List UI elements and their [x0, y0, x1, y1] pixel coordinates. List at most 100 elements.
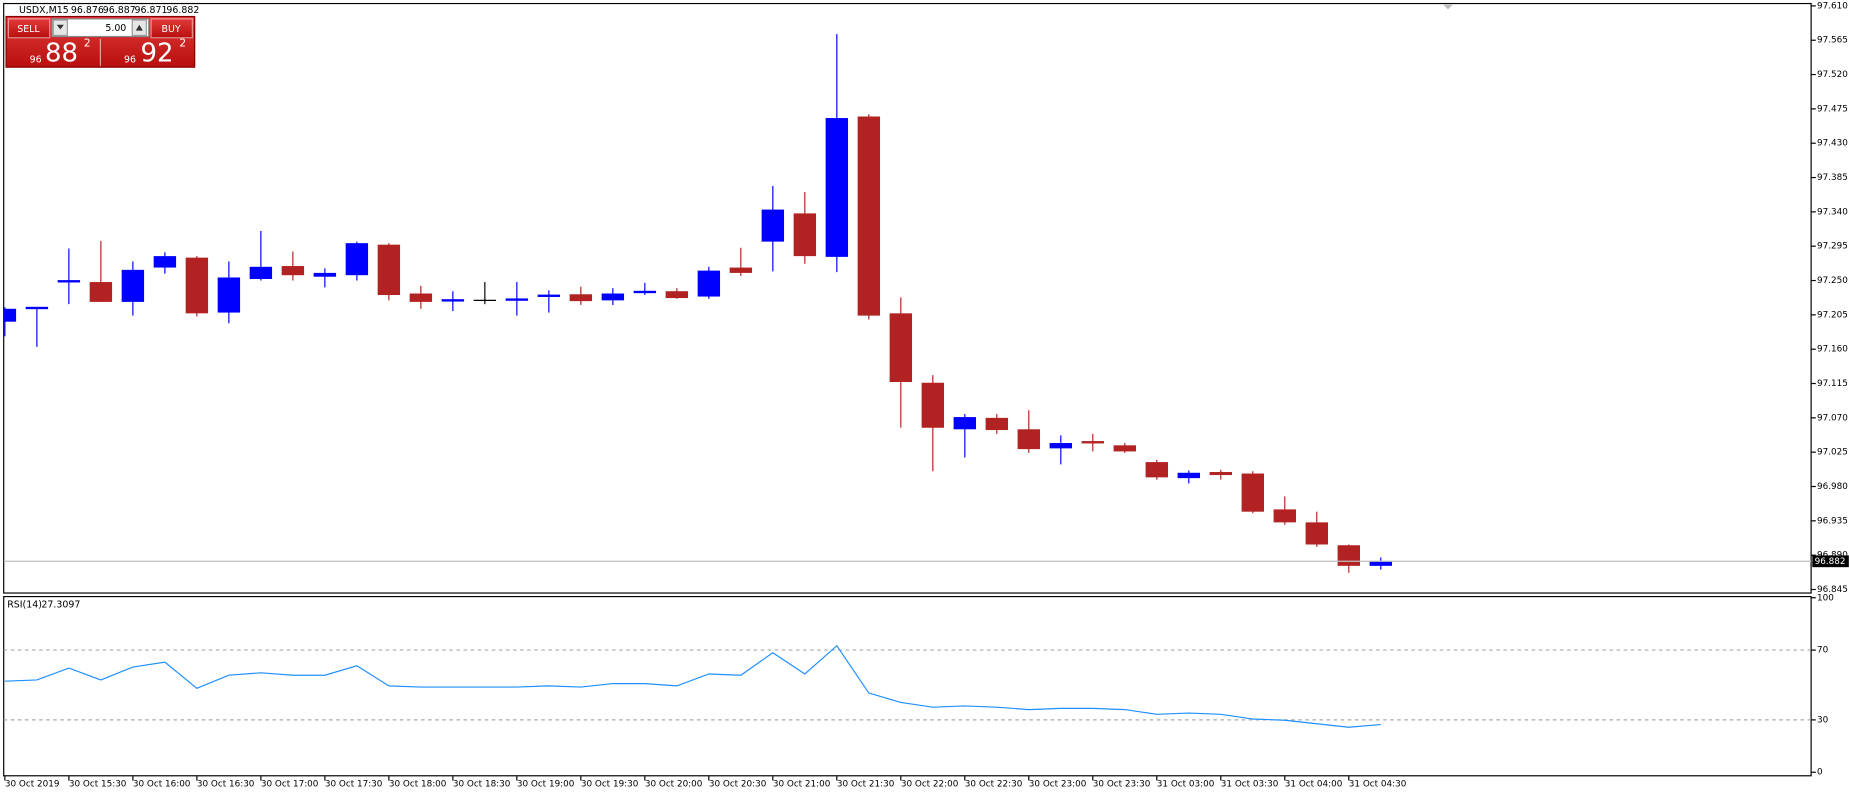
y-tick-label: 97.520	[1817, 70, 1848, 80]
symbol-label: USDX,M15	[19, 5, 69, 16]
x-tick-label: 30 Oct 23:00	[1029, 780, 1087, 790]
y-tick-label: 97.475	[1817, 104, 1848, 114]
rsi-title: RSI(14)	[7, 599, 42, 610]
candle-body	[729, 267, 753, 273]
bid-big-figure: 96	[30, 55, 42, 66]
candle-body	[1369, 561, 1392, 566]
candle-body	[281, 266, 305, 276]
y-tick-label: 97.205	[1817, 310, 1848, 320]
ohlc-low: 96.871	[135, 5, 168, 16]
rsi-panel-frame	[3, 595, 1812, 777]
candle-body	[377, 244, 401, 296]
bid-fraction: 2	[84, 37, 91, 50]
candle-body	[57, 280, 81, 283]
candle-body	[1273, 509, 1297, 523]
y-tick-label: 30	[1817, 715, 1829, 725]
y-tick-label: 96.845	[1817, 585, 1848, 595]
x-tick-label: 30 Oct 18:00	[389, 780, 447, 790]
candle-body	[1113, 445, 1137, 452]
candle-body	[1241, 473, 1265, 512]
y-tick-label: 97.160	[1817, 345, 1848, 355]
candle-body	[345, 243, 369, 276]
y-tick-label: 97.025	[1817, 448, 1848, 458]
lots-value: 5.00	[105, 23, 126, 34]
y-tick-label: 96.980	[1817, 482, 1848, 492]
current-price-box	[1812, 555, 1849, 568]
candle-body	[601, 293, 625, 301]
y-tick-label: 0	[1817, 768, 1823, 778]
price-plot	[3, 34, 1812, 573]
x-tick-label: 30 Oct 20:30	[709, 780, 767, 790]
candle-body	[25, 306, 49, 310]
ask-pips: 92	[140, 39, 173, 69]
x-tick-label: 30 Oct 19:30	[581, 780, 639, 790]
main-panel-frame	[3, 2, 1812, 594]
down-arrow	[56, 24, 64, 30]
y-tick-label: 96.935	[1817, 516, 1848, 526]
x-tick-label: 30 Oct 17:00	[261, 780, 319, 790]
candle-body	[953, 417, 977, 430]
candle-body	[121, 269, 145, 302]
ask-big-figure: 96	[124, 55, 136, 66]
rsi-current-value: 27.3097	[41, 599, 80, 610]
candle-body	[1017, 429, 1041, 450]
ohlc-open: 96.876	[71, 5, 104, 16]
candle-body	[89, 282, 113, 302]
x-tick-label: 30 Oct 18:30	[453, 780, 511, 790]
axes: 96.84596.89096.93596.98097.02597.07097.1…	[4, 1, 1849, 790]
one-click-trading: SELL 5.00 BUY 96 88 2 96 92 2	[5, 15, 196, 69]
y-tick-label: 97.295	[1817, 242, 1848, 252]
x-tick-label: 30 Oct 15:30	[69, 780, 127, 790]
candle-body	[441, 299, 465, 302]
candle-body	[249, 266, 273, 280]
candle-body	[185, 257, 209, 314]
candle-body	[1049, 443, 1073, 449]
candle-body	[505, 298, 529, 301]
y-tick-label: 97.430	[1817, 139, 1848, 149]
y-tick-label: 70	[1817, 646, 1829, 656]
candle-body	[1337, 545, 1360, 566]
candle-body	[537, 294, 561, 297]
ohlc-close: 96.882	[166, 5, 199, 16]
x-tick-label: 30 Oct 22:30	[965, 780, 1023, 790]
rsi-plot	[3, 644, 1812, 728]
candle-body	[569, 294, 593, 302]
bid-pips: 88	[45, 39, 78, 69]
x-tick-label: 30 Oct 16:30	[197, 780, 255, 790]
x-tick-label: 30 Oct 16:00	[133, 780, 191, 790]
candle-body	[857, 116, 881, 316]
y-tick-label: 97.340	[1817, 207, 1848, 217]
y-tick-label: 97.070	[1817, 413, 1848, 423]
x-tick-label: 30 Oct 19:00	[517, 780, 575, 790]
x-tick-label: 30 Oct 21:30	[837, 780, 895, 790]
current-price-label: 96.882	[1815, 557, 1846, 567]
x-tick-label: 30 Oct 2019	[5, 780, 60, 790]
shift-marker	[1443, 4, 1453, 10]
candle-body	[793, 213, 817, 257]
x-tick-label: 30 Oct 21:00	[773, 780, 831, 790]
candle-body	[313, 272, 337, 277]
up-arrow	[135, 24, 143, 31]
candle-body	[409, 293, 433, 302]
buy-label: BUY	[162, 24, 181, 35]
y-tick-label: 97.115	[1817, 379, 1848, 389]
candle-body	[1145, 462, 1169, 478]
rsi-line	[4, 644, 1381, 728]
candle-body	[3, 308, 17, 322]
lots-input[interactable]	[51, 18, 150, 38]
candle-body	[921, 382, 945, 428]
buy-button[interactable]	[150, 18, 193, 39]
y-tick-label: 100	[1817, 593, 1834, 603]
candle-body	[1209, 472, 1233, 476]
x-tick-label: 31 Oct 04:30	[1349, 780, 1407, 790]
candle-body	[665, 291, 689, 299]
x-tick-label: 30 Oct 23:30	[1093, 780, 1151, 790]
candle-body	[1081, 441, 1105, 444]
y-tick-label: 97.610	[1817, 1, 1848, 11]
sell-button[interactable]	[7, 18, 51, 39]
x-tick-label: 31 Oct 03:00	[1157, 780, 1215, 790]
candle-body	[217, 277, 241, 313]
candle-body	[1305, 522, 1328, 545]
